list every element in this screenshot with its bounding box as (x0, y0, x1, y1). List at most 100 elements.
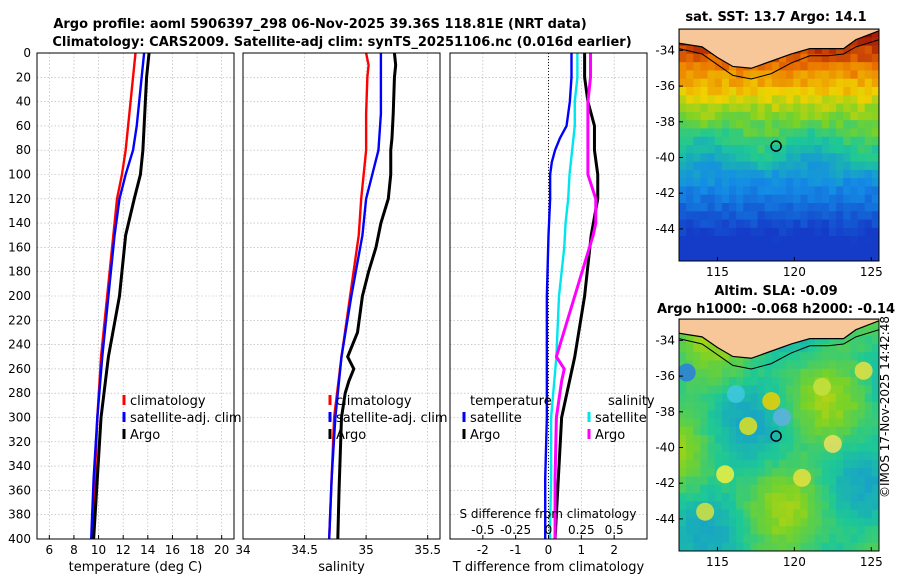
map-cell (721, 534, 730, 544)
temperature-panel: 6 8 10 12 14 16 18 20 temperature (deg C) 0 20 40 60… (8, 46, 242, 575)
map-cell (871, 111, 879, 121)
map-cell (871, 501, 879, 511)
map-cell (800, 211, 809, 221)
map-cell (750, 393, 759, 403)
map-cell (693, 426, 702, 436)
map-cell (757, 145, 766, 154)
map-cell (807, 385, 816, 395)
series-line-t-satellite (544, 53, 573, 539)
map-cell (686, 62, 694, 72)
map-cell (693, 45, 702, 55)
map-cell (721, 368, 730, 378)
map-cell (750, 252, 759, 261)
legend-title-temperature: temperature (470, 394, 552, 409)
map-cell (793, 87, 802, 96)
map-cell (771, 194, 780, 204)
map-cell (871, 169, 879, 179)
map-cell (714, 70, 723, 80)
map-cell (857, 501, 866, 511)
map-cell (757, 169, 766, 179)
map-cell (686, 426, 694, 436)
map-cell (814, 459, 823, 469)
map-cell (743, 178, 752, 188)
map-cell (793, 401, 802, 411)
map-cell (721, 169, 730, 179)
y-tick-label: 60 (16, 119, 31, 133)
map-cell (800, 62, 809, 72)
map-cell (807, 62, 816, 72)
map-cell (700, 368, 709, 378)
map-cell (693, 62, 702, 72)
map-cell (814, 128, 823, 138)
map-cell (829, 128, 837, 138)
map-cell (793, 153, 802, 163)
map-cell (843, 459, 852, 469)
map-cell (686, 542, 694, 551)
map-cell (814, 120, 823, 130)
map-cell (721, 211, 730, 221)
map-cell (793, 120, 802, 130)
map-cell (807, 244, 816, 254)
map-cell (700, 393, 709, 403)
map-cell (714, 459, 723, 469)
map-cell (686, 103, 694, 113)
map-cell (807, 410, 816, 420)
map-field (679, 29, 879, 261)
map-cell (800, 128, 809, 138)
map-cell (864, 534, 873, 544)
map-cell (679, 186, 687, 196)
map-cell (764, 517, 773, 527)
map-cell (836, 542, 844, 551)
map-cell (686, 203, 694, 212)
map-cell (807, 111, 816, 121)
map-cell (693, 111, 702, 121)
map-cell (786, 509, 794, 519)
map-cell (814, 484, 823, 494)
map-cell (843, 87, 852, 96)
map-cell (700, 335, 709, 345)
map-cell (850, 534, 859, 544)
map-cell (807, 45, 816, 55)
map-cell (757, 186, 766, 196)
map-cell (729, 111, 737, 121)
map-cell (764, 178, 773, 188)
map-cell (707, 111, 716, 121)
map-cell (721, 194, 730, 204)
map-cell (836, 385, 844, 395)
map-cell (779, 53, 787, 63)
map-cell (857, 95, 866, 105)
shelf-contour (679, 329, 879, 370)
map-cell (850, 418, 859, 428)
map-cell (807, 534, 816, 544)
map-cell (693, 360, 702, 370)
map-cell (721, 459, 730, 469)
y-tick-label: -38 (655, 115, 675, 129)
map-cell (843, 227, 852, 237)
map-cell (843, 128, 852, 138)
map-cell (793, 53, 802, 63)
map-cell (864, 194, 873, 204)
map-cell (686, 219, 694, 229)
y-tick-label: 400 (8, 532, 31, 546)
map-cell (864, 70, 873, 80)
map-cell (771, 517, 780, 527)
map-cell (843, 211, 852, 221)
map-cell (850, 501, 859, 511)
map-cell (864, 343, 873, 353)
map-cell (821, 542, 830, 551)
map-cell (871, 443, 879, 453)
map-cell (721, 426, 730, 436)
map-cell (714, 103, 723, 113)
map-cell (693, 186, 702, 196)
map-cell (757, 410, 766, 420)
map-cell (736, 128, 744, 138)
map-cell (786, 360, 794, 370)
map-cell (693, 153, 702, 163)
map-cell (871, 87, 879, 96)
map-cell (757, 401, 766, 411)
sla-map-panel: Altim. SLA: -0.09 Argo h1000: -0.068 h200… (655, 284, 895, 569)
map-cell (750, 194, 759, 204)
map-cell (729, 244, 737, 254)
y-tick-label: 300 (8, 411, 31, 425)
map-cell (764, 493, 773, 502)
